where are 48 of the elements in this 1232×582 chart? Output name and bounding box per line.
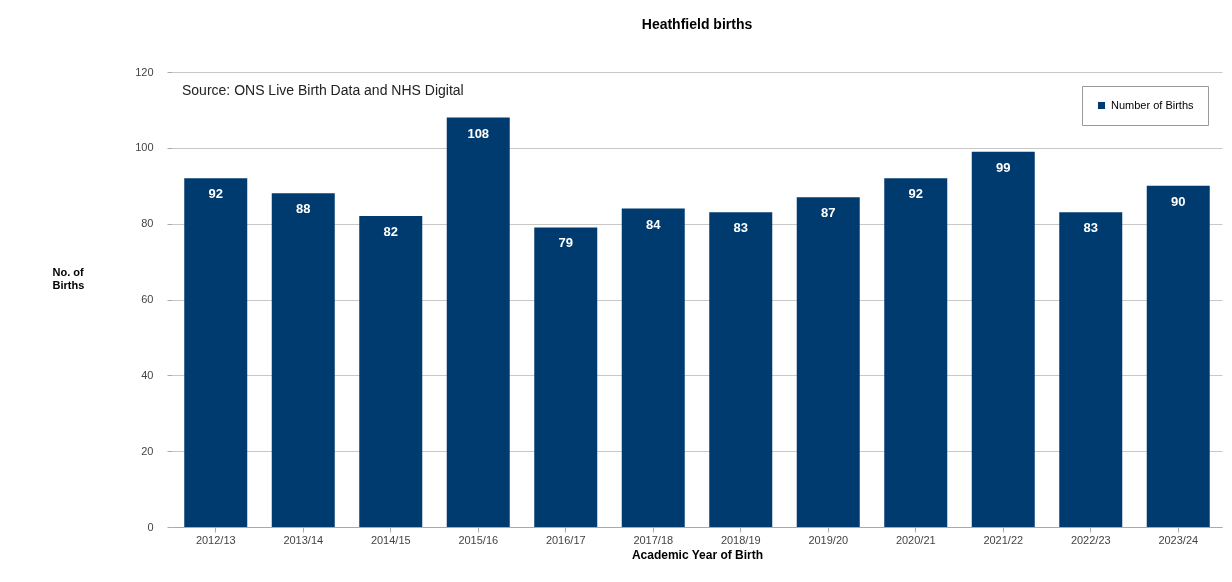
- data-label: 90: [1171, 193, 1186, 209]
- data-label: 87: [821, 205, 836, 221]
- data-label: 92: [208, 186, 223, 202]
- bar: [359, 216, 423, 527]
- x-tick-label: 2015/16: [458, 533, 499, 546]
- bar: [446, 117, 510, 527]
- bar: [534, 227, 598, 527]
- y-tick-label: 0: [147, 520, 154, 533]
- y-tick-label: 60: [141, 293, 154, 305]
- data-label: 83: [733, 220, 748, 236]
- data-label: 82: [383, 224, 398, 240]
- bar: [271, 193, 335, 527]
- x-tick-label: 2018/19: [720, 533, 761, 546]
- data-label: 99: [996, 159, 1011, 175]
- y-tick-label: 120: [135, 65, 154, 78]
- data-label: 108: [467, 125, 490, 141]
- bar: [884, 178, 948, 527]
- y-tick-label: 100: [135, 141, 154, 154]
- bar: [621, 208, 685, 527]
- x-tick-label: 2012/13: [195, 533, 236, 546]
- data-label: 83: [1083, 220, 1098, 236]
- annotation: Source: ONS Live Birth Data and NHS Digital: [182, 82, 464, 98]
- x-axis-title: Academic Year of Birth: [631, 547, 764, 562]
- y-tick-label: 20: [141, 444, 154, 457]
- x-tick-label: 2019/20: [808, 533, 849, 546]
- bar: [709, 212, 773, 527]
- y-axis-title: No. of Births: [52, 265, 85, 291]
- data-label: 84: [646, 216, 662, 232]
- y-tick-label: 80: [141, 217, 154, 230]
- x-tick-label: 2022/23: [1070, 533, 1111, 546]
- bar: [1146, 185, 1210, 527]
- bar: [796, 197, 860, 527]
- x-tick-label: 2016/17: [545, 533, 586, 546]
- x-tick-label: 2017/18: [633, 533, 674, 546]
- bar: [184, 178, 248, 527]
- data-label: 88: [296, 201, 311, 217]
- x-tick-label: 2023/24: [1158, 533, 1199, 546]
- bar: [1059, 212, 1123, 527]
- data-label: 79: [558, 235, 573, 251]
- x-tick-label: 2014/15: [370, 533, 411, 546]
- x-tick-label: 2013/14: [283, 533, 324, 546]
- x-tick-label: 2020/21: [895, 533, 936, 546]
- bar: [971, 151, 1035, 527]
- chart-title: Heathfield births: [641, 16, 753, 32]
- data-label: 92: [908, 186, 923, 202]
- legend-label: Number of Births: [1111, 98, 1195, 111]
- x-tick-label: 2021/22: [983, 533, 1024, 546]
- y-tick-label: 40: [141, 368, 154, 381]
